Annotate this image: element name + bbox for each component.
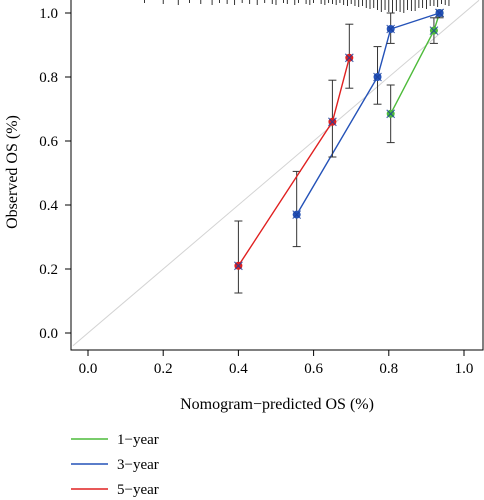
point-cross-marker — [234, 261, 243, 271]
legend: 1−year 3−year 5−year — [71, 432, 159, 498]
axis-layer: 0.0 0.2 0.4 0.6 0.8 1.0 0.0 0.2 0.4 0.6 0.8 1.0 — [39, 6, 473, 377]
point-cross-marker — [386, 24, 396, 34]
x-tick-label: 0.4 — [229, 361, 248, 377]
point-cross-marker — [386, 109, 396, 119]
x-tick-label: 1.0 — [455, 361, 474, 377]
x-tick-label: 0.6 — [304, 361, 323, 377]
reference-layer — [72, 0, 480, 347]
y-tick-label: 0.2 — [39, 262, 58, 278]
point-cross-marker — [328, 117, 337, 127]
point-cross-marker — [429, 26, 439, 35]
point-cross-marker — [344, 53, 354, 63]
series-3 — [234, 23, 354, 294]
legend-label: 1−year — [117, 432, 159, 448]
point-cross-marker — [292, 210, 302, 219]
x-axis-title: Nomogram−predicted OS (%) — [180, 396, 374, 413]
series-2 — [292, 8, 444, 248]
y-tick-label: 0.0 — [39, 326, 58, 342]
legend-label: 5−year — [117, 482, 159, 498]
plot-frame — [70, 0, 484, 351]
y-tick-label: 1.0 — [39, 6, 58, 22]
reference-line — [72, 0, 480, 347]
series-1 — [386, 8, 444, 144]
y-tick-label: 0.8 — [39, 70, 58, 86]
x-tick-label: 0.2 — [154, 361, 173, 377]
y-tick-label: 0.4 — [39, 198, 58, 214]
series-line — [296, 12, 440, 215]
point-cross-marker — [435, 8, 444, 18]
series-layer — [234, 8, 444, 294]
y-axis-title: Observed OS (%) — [4, 115, 21, 229]
x-tick-label: 0.0 — [79, 361, 98, 377]
legend-label: 3−year — [117, 457, 159, 473]
x-tick-label: 0.8 — [379, 361, 398, 377]
rug-layer — [143, 0, 450, 13]
y-tick-label: 0.6 — [39, 134, 58, 150]
point-cross-marker — [373, 72, 382, 82]
